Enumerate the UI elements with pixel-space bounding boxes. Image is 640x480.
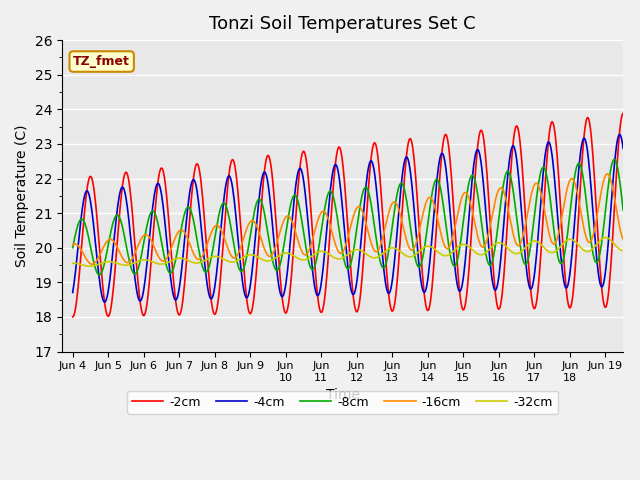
- -16cm: [88, 261, 96, 267]
- -2cm: [304, 168, 312, 173]
- -32cm: [69, 261, 77, 266]
- -4cm: [147, 225, 154, 231]
- -32cm: [602, 235, 609, 240]
- -8cm: [325, 189, 333, 195]
- -4cm: [620, 146, 627, 152]
- Line: -4cm: -4cm: [73, 134, 623, 302]
- -8cm: [478, 221, 486, 227]
- -32cm: [325, 252, 333, 257]
- -2cm: [464, 283, 472, 289]
- -4cm: [100, 299, 108, 305]
- -8cm: [620, 207, 627, 213]
- -8cm: [465, 183, 472, 189]
- -16cm: [620, 237, 627, 242]
- -4cm: [71, 274, 79, 279]
- Legend: -2cm, -4cm, -8cm, -16cm, -32cm: -2cm, -4cm, -8cm, -16cm, -32cm: [127, 391, 558, 414]
- -32cm: [86, 264, 93, 269]
- -4cm: [305, 222, 312, 228]
- -32cm: [147, 258, 154, 264]
- -32cm: [465, 243, 472, 249]
- Line: -32cm: -32cm: [73, 238, 623, 266]
- -16cm: [147, 236, 154, 242]
- Text: TZ_fmet: TZ_fmet: [73, 55, 130, 68]
- -16cm: [325, 218, 333, 224]
- X-axis label: Time: Time: [326, 388, 360, 402]
- -2cm: [477, 127, 484, 133]
- -32cm: [71, 261, 79, 266]
- -2cm: [146, 275, 154, 281]
- Title: Tonzi Soil Temperatures Set C: Tonzi Soil Temperatures Set C: [209, 15, 476, 33]
- Line: -8cm: -8cm: [73, 159, 623, 275]
- -16cm: [478, 244, 486, 250]
- -4cm: [325, 201, 333, 206]
- -8cm: [305, 257, 312, 263]
- -2cm: [71, 309, 79, 314]
- -8cm: [95, 272, 103, 277]
- -16cm: [305, 249, 312, 255]
- -2cm: [620, 110, 627, 116]
- -32cm: [620, 248, 627, 253]
- -16cm: [465, 193, 472, 199]
- -32cm: [478, 252, 486, 258]
- -4cm: [478, 164, 486, 170]
- -4cm: [69, 289, 77, 295]
- Line: -2cm: -2cm: [73, 113, 623, 317]
- -4cm: [616, 132, 623, 137]
- -16cm: [604, 171, 611, 177]
- -2cm: [324, 254, 332, 260]
- -2cm: [69, 314, 77, 320]
- Line: -16cm: -16cm: [73, 174, 623, 264]
- -8cm: [147, 211, 154, 216]
- -8cm: [71, 234, 79, 240]
- -4cm: [465, 222, 472, 228]
- -32cm: [305, 256, 312, 262]
- -8cm: [69, 245, 77, 251]
- -16cm: [71, 241, 79, 247]
- Y-axis label: Soil Temperature (C): Soil Temperature (C): [15, 125, 29, 267]
- -8cm: [611, 156, 618, 162]
- -16cm: [69, 242, 77, 248]
